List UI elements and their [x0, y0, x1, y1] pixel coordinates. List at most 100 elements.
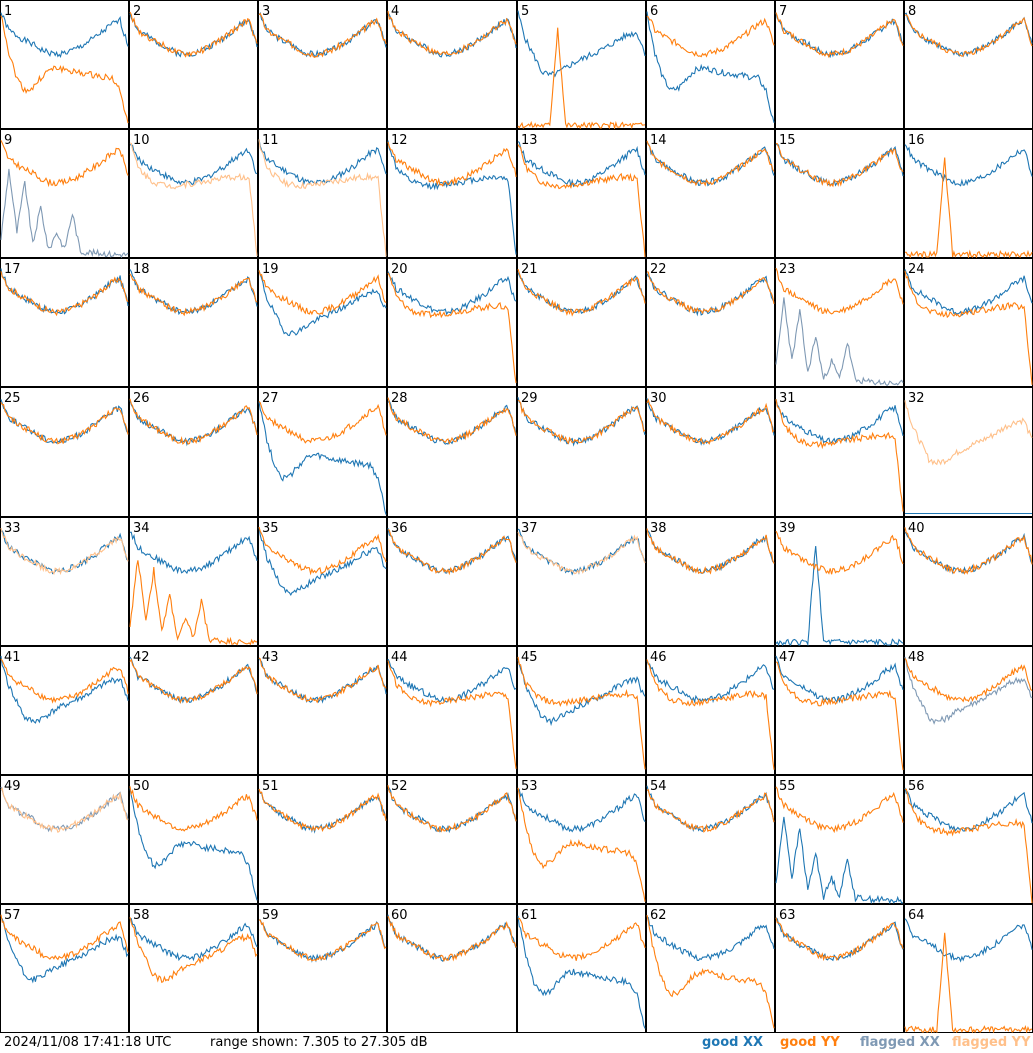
- xx-line: [129, 656, 258, 704]
- panel-37: 37: [517, 517, 646, 646]
- panel-frame: [517, 775, 646, 904]
- panel-frame: [517, 517, 646, 646]
- yy-line: [129, 786, 258, 832]
- xx-line: [129, 918, 258, 962]
- panel-40: 40: [904, 517, 1033, 646]
- panel-44: 44: [387, 646, 517, 775]
- panel-frame: [0, 387, 129, 517]
- panel-label: 23: [779, 262, 796, 277]
- panel-frame: [904, 646, 1033, 775]
- yy-line: [387, 272, 517, 384]
- panel-label: 57: [4, 908, 21, 923]
- panel-label: 27: [262, 391, 279, 406]
- panel-54: 54: [646, 775, 775, 904]
- panel-frame: [775, 517, 904, 646]
- panel-frame: [0, 0, 129, 129]
- yy-line: [646, 140, 775, 187]
- xx-line: [0, 12, 129, 58]
- yy-line: [387, 915, 517, 963]
- panel-26: 26: [129, 387, 258, 517]
- panel-41: 41: [0, 646, 129, 775]
- panel-46: 46: [646, 646, 775, 775]
- xx-line: [904, 918, 1033, 963]
- xx-line: [904, 144, 1033, 187]
- panel-45: 45: [517, 646, 646, 775]
- panel-frame: [0, 258, 129, 387]
- panel-label: 64: [908, 908, 925, 923]
- xx-line: [387, 140, 517, 255]
- yy-line: [904, 658, 1033, 703]
- panel-49: 49: [0, 775, 129, 904]
- yy-line: [258, 12, 387, 59]
- panel-label: 34: [133, 521, 150, 536]
- xx-line: [517, 659, 646, 727]
- panel-label: 54: [650, 779, 667, 794]
- panel-frame: [258, 775, 387, 904]
- timestamp: 2024/11/08 17:41:18 UTC: [4, 1035, 172, 1050]
- panel-frame: [904, 258, 1033, 387]
- panel-label: 52: [391, 779, 408, 794]
- panel-frame: [775, 129, 904, 258]
- yy-line: [904, 14, 1033, 57]
- yy-line: [646, 398, 775, 445]
- panel-2: 2: [129, 0, 258, 129]
- panel-frame: [0, 517, 129, 646]
- panel-30: 30: [646, 387, 775, 517]
- yy-line: [258, 139, 387, 257]
- panel-label: 44: [391, 650, 408, 665]
- panel-frame: [904, 129, 1033, 258]
- panel-frame: [129, 646, 258, 775]
- xx-line: [258, 657, 387, 704]
- panel-47: 47: [775, 646, 904, 775]
- panel-18: 18: [129, 258, 258, 387]
- panel-label: 16: [908, 133, 925, 148]
- panel-frame: [129, 129, 258, 258]
- panel-frame: [517, 0, 646, 129]
- xx-line: [258, 527, 387, 596]
- yy-line: [0, 527, 129, 576]
- panel-label: 28: [391, 391, 408, 406]
- panel-label: 50: [133, 779, 150, 794]
- panel-57: 57: [0, 904, 129, 1033]
- panel-55: 55: [775, 775, 904, 905]
- panel-label: 42: [133, 650, 150, 665]
- panel-frame: [646, 387, 775, 517]
- yy-line: [129, 11, 258, 58]
- panel-5: 5: [517, 0, 646, 131]
- panel-50: 50: [129, 775, 258, 904]
- yy-line: [905, 157, 1033, 260]
- panel-frame: [775, 646, 904, 775]
- panel-label: 62: [650, 908, 667, 923]
- yy-line: [775, 267, 904, 315]
- panel-3: 3: [258, 0, 387, 129]
- xx-line: [258, 401, 387, 515]
- panel-label: 41: [4, 650, 21, 665]
- panel-29: 29: [517, 387, 646, 517]
- panel-frame: [0, 129, 129, 258]
- xx-line: [646, 916, 775, 961]
- legend-good-xx: good XX: [702, 1035, 764, 1050]
- panel-label: 60: [391, 908, 408, 923]
- yy-line: [646, 914, 775, 1029]
- xx-line: [517, 915, 646, 1029]
- panel-10: 10: [129, 129, 258, 258]
- xx-line: [775, 655, 904, 704]
- panel-label: 55: [779, 779, 796, 794]
- yy-line: [0, 15, 129, 124]
- panel-label: 6: [650, 4, 658, 19]
- panel-11: 11: [258, 129, 387, 258]
- xx-line: [904, 656, 1033, 725]
- xx-line: [0, 168, 129, 259]
- xx-line: [129, 144, 258, 186]
- yy-line: [129, 917, 258, 984]
- panel-label: 40: [908, 521, 925, 536]
- yy-line: [0, 140, 129, 188]
- panel-label: 10: [133, 133, 150, 148]
- panel-frame: [775, 387, 904, 517]
- panel-frame: [904, 0, 1033, 129]
- panel-33: 33: [0, 517, 129, 646]
- panel-frame: [258, 646, 387, 775]
- yy-line: [258, 788, 387, 833]
- panel-36: 36: [387, 517, 517, 646]
